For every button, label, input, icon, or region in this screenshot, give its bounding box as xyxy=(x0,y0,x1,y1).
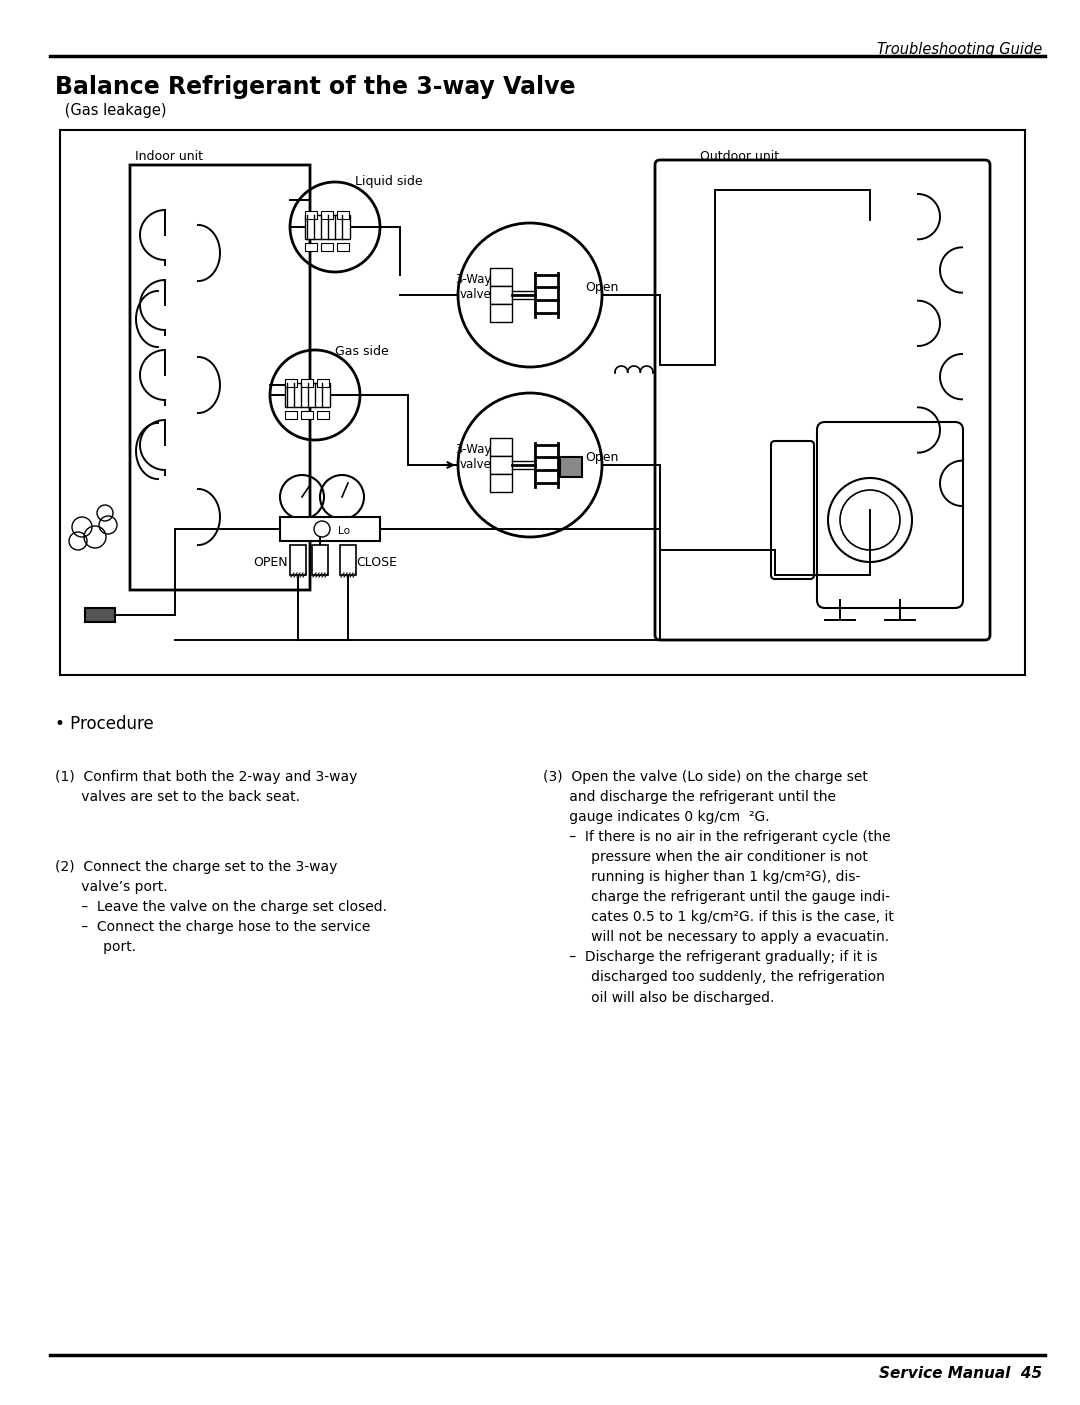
FancyBboxPatch shape xyxy=(654,160,990,641)
Bar xyxy=(301,379,313,386)
Bar xyxy=(305,215,350,239)
Text: Gas side: Gas side xyxy=(335,346,389,358)
Bar xyxy=(305,211,318,219)
Bar xyxy=(312,545,328,575)
Text: Indoor unit: Indoor unit xyxy=(135,150,203,163)
Bar xyxy=(490,473,512,492)
Text: Balance Refrigerant of the 3-way Valve: Balance Refrigerant of the 3-way Valve xyxy=(55,74,576,98)
Text: (2)  Connect the charge set to the 3-way
      valve’s port.
      –  Leave the : (2) Connect the charge set to the 3-way … xyxy=(55,860,387,954)
Bar xyxy=(301,412,313,419)
Text: 3-Way
valve: 3-Way valve xyxy=(456,443,492,471)
Bar xyxy=(85,608,114,622)
Text: Outdoor unit: Outdoor unit xyxy=(700,150,779,163)
FancyBboxPatch shape xyxy=(816,422,963,608)
Bar xyxy=(285,379,297,386)
FancyBboxPatch shape xyxy=(130,164,310,590)
Bar xyxy=(490,457,512,473)
Bar xyxy=(561,457,582,478)
Bar xyxy=(490,303,512,322)
FancyBboxPatch shape xyxy=(771,441,814,579)
Bar xyxy=(60,131,1025,674)
Bar xyxy=(318,412,329,419)
Text: Liquid side: Liquid side xyxy=(355,176,422,188)
Bar xyxy=(337,211,349,219)
Text: (1)  Confirm that both the 2-way and 3-way
      valves are set to the back seat: (1) Confirm that both the 2-way and 3-wa… xyxy=(55,770,357,804)
Bar xyxy=(280,517,380,541)
Bar xyxy=(490,268,512,287)
Bar xyxy=(321,243,333,251)
Text: 3-Way
valve: 3-Way valve xyxy=(456,273,492,301)
Text: Lo: Lo xyxy=(338,525,350,535)
Text: (Gas leakage): (Gas leakage) xyxy=(60,103,166,118)
Text: Open: Open xyxy=(585,451,619,464)
Bar xyxy=(305,243,318,251)
Bar xyxy=(337,243,349,251)
Text: OPEN: OPEN xyxy=(254,556,288,569)
Bar xyxy=(318,379,329,386)
Text: (3)  Open the valve (Lo side) on the charge set
      and discharge the refriger: (3) Open the valve (Lo side) on the char… xyxy=(543,770,894,1005)
Text: Service Manual  45: Service Manual 45 xyxy=(879,1366,1042,1381)
Text: Open: Open xyxy=(585,281,619,294)
Bar xyxy=(340,545,356,575)
Text: CLOSE: CLOSE xyxy=(356,556,397,569)
Bar xyxy=(321,211,333,219)
Bar xyxy=(490,287,512,303)
Bar xyxy=(285,384,330,407)
Text: Troubleshooting Guide: Troubleshooting Guide xyxy=(877,42,1042,58)
Text: • Procedure: • Procedure xyxy=(55,715,153,733)
Bar xyxy=(285,412,297,419)
Bar xyxy=(291,545,306,575)
Bar xyxy=(490,438,512,457)
